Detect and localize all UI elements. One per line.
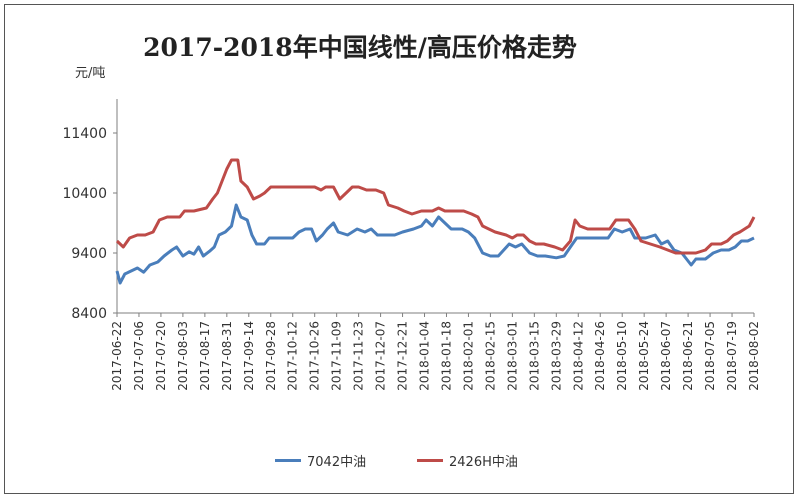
series-line-7042 <box>115 203 755 285</box>
x-tick-label: 2017-08-17 <box>198 321 212 391</box>
legend-label-2426h: 2426H中油 <box>449 455 518 470</box>
x-tick-label: 2017-12-07 <box>374 321 388 391</box>
y-tick-label: 8400 <box>71 306 107 322</box>
legend-swatch-7042 <box>275 459 301 462</box>
x-tick-label: 2017-07-06 <box>132 321 146 391</box>
y-axis-unit-label: 元/吨 <box>75 66 106 81</box>
x-tick-label: 2018-04-26 <box>593 321 607 391</box>
x-tick-label: 2018-03-15 <box>527 321 541 391</box>
legend-item-2426h: 2426H中油 <box>417 451 518 470</box>
legend-swatch-2426h <box>417 459 443 462</box>
x-tick-label: 2018-03-29 <box>549 321 563 391</box>
x-tick-label: 2017-12-21 <box>396 321 410 391</box>
x-tick-label: 2017-07-20 <box>154 321 168 391</box>
x-tick-label: 2017-11-23 <box>352 321 366 391</box>
x-tick-label: 2017-08-31 <box>220 321 234 391</box>
x-tick-label: 2018-04-12 <box>571 321 585 391</box>
x-tick-label: 2018-07-19 <box>725 321 739 391</box>
legend-label-7042: 7042中油 <box>307 455 367 470</box>
x-tick-label: 2017-10-12 <box>286 321 300 391</box>
x-tick-label: 2017-10-26 <box>308 321 322 391</box>
x-tick-label: 2018-06-21 <box>681 321 695 391</box>
x-tick-label: 2018-03-01 <box>505 321 519 391</box>
x-tick-label: 2018-02-15 <box>483 321 497 391</box>
x-tick-label: 2017-06-22 <box>110 321 124 391</box>
x-tick-label: 2018-02-01 <box>461 321 475 391</box>
y-tick-label: 11400 <box>62 126 107 142</box>
y-tick-label: 10400 <box>62 186 107 202</box>
x-tick-label: 2017-09-14 <box>242 321 256 391</box>
legend-item-7042: 7042中油 <box>275 451 366 470</box>
series-line-2426h <box>115 158 756 255</box>
x-tick-label: 2017-09-28 <box>264 321 278 391</box>
y-tick-label: 9400 <box>71 246 107 262</box>
x-tick-label: 2018-01-18 <box>439 321 453 391</box>
x-tick-label: 2018-01-04 <box>418 321 432 391</box>
x-tick-label: 2018-08-02 <box>747 321 761 391</box>
x-tick-label: 2018-05-24 <box>637 321 651 391</box>
chart-legend: 7042中油 2426H中油 <box>0 451 800 471</box>
x-tick-label: 2018-07-05 <box>703 321 717 391</box>
x-tick-label: 2018-05-10 <box>615 321 629 391</box>
chart-title: 2017-2018年中国线性/高压价格走势 <box>143 33 577 62</box>
x-tick-label: 2017-08-03 <box>176 321 190 391</box>
x-tick-label: 2018-06-07 <box>659 321 673 391</box>
x-tick-label: 2017-11-09 <box>330 321 344 391</box>
